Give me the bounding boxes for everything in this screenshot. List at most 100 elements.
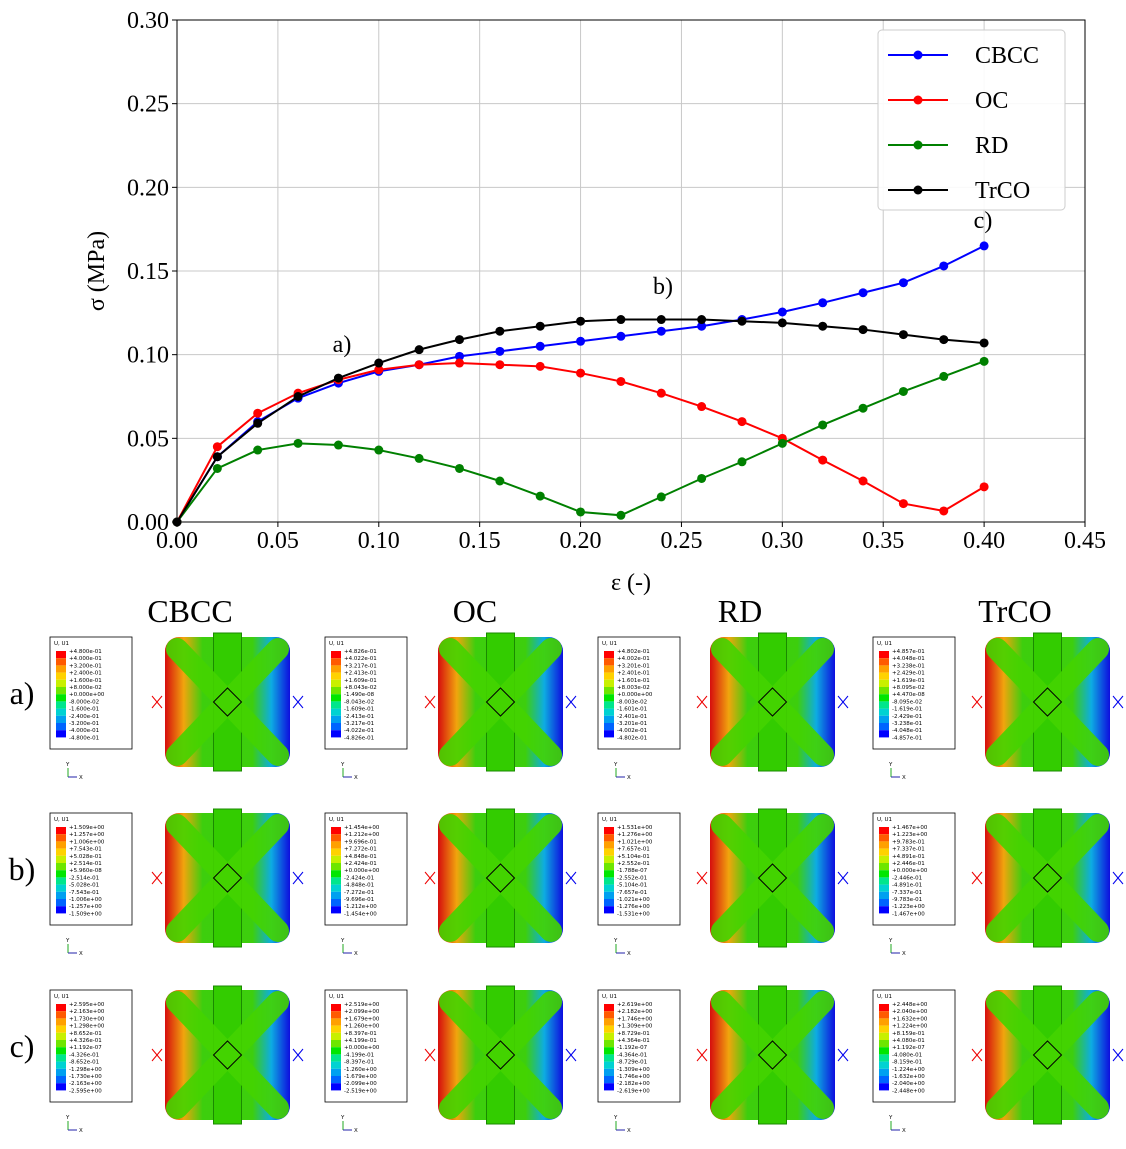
color-band xyxy=(604,1047,614,1055)
column-title: RD xyxy=(718,593,762,629)
contour-value: -1.490e-08 xyxy=(344,692,375,698)
color-band xyxy=(604,877,614,885)
legend: CBCC OC RD TrCO xyxy=(877,29,1066,211)
triad-label: X xyxy=(354,1128,358,1134)
contour-value: -9.783e-01 xyxy=(892,897,922,903)
data-point xyxy=(414,360,424,370)
data-point xyxy=(454,463,464,473)
color-band xyxy=(331,891,341,899)
lattice-edge xyxy=(212,687,243,717)
color-band xyxy=(604,1054,614,1062)
contour-value: -1.746e+00 xyxy=(617,1074,650,1080)
triad-label: Y xyxy=(888,1115,893,1121)
color-band xyxy=(56,884,66,892)
contour-value: -4.857e-01 xyxy=(892,735,922,741)
color-band xyxy=(331,1047,341,1055)
color-band xyxy=(56,708,66,716)
lattice-strut xyxy=(986,638,1109,766)
color-band xyxy=(56,1004,66,1012)
contour-legend: U, U1+4.800e-01+4.000e-01+3.200e-01 +2.40… xyxy=(49,636,133,781)
boundary-mark xyxy=(696,695,708,709)
legend-marker xyxy=(913,185,923,195)
data-point xyxy=(858,403,868,413)
color-band xyxy=(604,855,614,863)
column-title: TrCO xyxy=(978,593,1052,629)
x-tick-label: 0.00 xyxy=(156,528,198,554)
color-band xyxy=(879,855,889,863)
contour-value: +1.257e+00 xyxy=(69,832,105,838)
data-point xyxy=(293,392,303,401)
boundary-mark xyxy=(151,1048,163,1062)
contour-value: -2.514e-01 xyxy=(69,875,99,881)
contour-value: +4.826e-01 xyxy=(344,649,377,655)
color-band xyxy=(56,870,66,878)
contour-value: -8.652e-01 xyxy=(69,1060,99,1066)
contour-value: +4.199e-01 xyxy=(344,1038,377,1044)
color-band xyxy=(879,1004,889,1012)
contour-value: -1.454e+00 xyxy=(344,911,377,917)
boundary-mark xyxy=(565,1048,577,1062)
data-point xyxy=(939,335,949,345)
triad-label: Y xyxy=(613,762,618,768)
color-band xyxy=(604,906,614,914)
boundary-mark xyxy=(424,695,436,709)
lattice-image xyxy=(696,985,849,1125)
triad-label: Y xyxy=(613,938,618,944)
contour-title: U, U1 xyxy=(602,817,617,823)
contour-value: -2.595e+00 xyxy=(69,1088,102,1094)
contour-value: +4.326e-01 xyxy=(69,1038,102,1044)
lattice-edge xyxy=(212,1040,243,1070)
contour-value: +4.022e-01 xyxy=(344,656,377,662)
contour-title: U, U1 xyxy=(877,817,892,823)
color-band xyxy=(879,665,889,673)
row-label: a) xyxy=(10,675,35,711)
contour-value: +3.217e-01 xyxy=(344,663,377,669)
triad-label: X xyxy=(902,1128,906,1134)
data-point xyxy=(576,336,586,346)
contour-value: +4.891e-01 xyxy=(892,854,925,860)
contour-value: +1.632e+00 xyxy=(892,1016,928,1022)
contour-value: -9.696e-01 xyxy=(344,897,374,903)
lattice-strut xyxy=(166,991,289,1119)
data-point xyxy=(737,457,747,467)
contour-value: -4.000e-01 xyxy=(69,728,99,734)
color-band xyxy=(604,687,614,695)
contour-value: +3.238e-01 xyxy=(892,663,925,669)
color-band xyxy=(879,884,889,892)
color-band xyxy=(331,694,341,702)
contour-value: +7.657e-01 xyxy=(617,847,650,853)
color-band xyxy=(604,665,614,673)
contour-value: +7.272e-01 xyxy=(344,847,377,853)
contour-value: -1.224e+00 xyxy=(892,1067,925,1073)
annotation: c) xyxy=(974,208,993,234)
lattice-image xyxy=(151,985,304,1125)
contour-value: -2.182e+00 xyxy=(617,1081,650,1087)
contour-value: -4.802e-01 xyxy=(617,735,647,741)
contour-value: +1.609e-01 xyxy=(344,678,377,684)
boundary-mark xyxy=(837,695,849,709)
color-band xyxy=(56,891,66,899)
contour-value: +8.729e-01 xyxy=(617,1031,650,1037)
boundary-mark xyxy=(424,871,436,885)
lattice-strut xyxy=(166,638,289,766)
color-band xyxy=(604,863,614,871)
color-band xyxy=(604,834,614,842)
contour-value: +2.552e-01 xyxy=(617,861,650,867)
contour-value: -2.446e-01 xyxy=(892,875,922,881)
contour-value: -7.272e-01 xyxy=(344,890,374,896)
contour-value: +1.531e+00 xyxy=(617,825,653,831)
contour-value: +9.783e-01 xyxy=(892,839,925,845)
contour-value: -3.238e-01 xyxy=(892,721,922,727)
color-band xyxy=(331,841,341,849)
y-tick-label: 0.30 xyxy=(127,8,169,34)
contour-value: +2.401e-01 xyxy=(617,671,650,677)
contour-value: +7.337e-01 xyxy=(892,847,925,853)
data-point xyxy=(979,241,989,251)
contour-value: -4.826e-01 xyxy=(344,735,374,741)
contour-value: -1.600e-01 xyxy=(69,707,99,713)
contour-value: -3.200e-01 xyxy=(69,721,99,727)
contour-value: +8.000e-02 xyxy=(69,685,102,691)
color-band xyxy=(56,841,66,849)
color-band xyxy=(56,715,66,723)
